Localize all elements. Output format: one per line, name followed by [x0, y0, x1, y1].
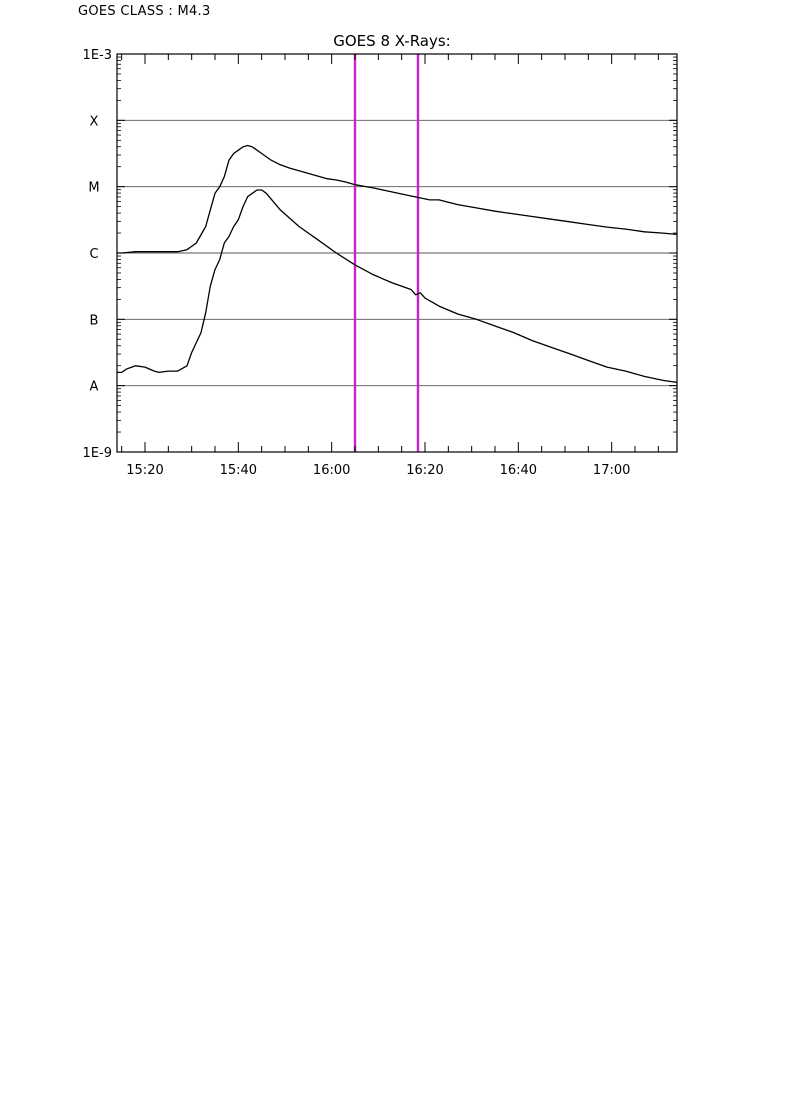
- y-axis-ticks: 1E-3 X M C B A 1E-9: [83, 48, 677, 461]
- x-tick-label: 15:40: [220, 463, 257, 478]
- x-tick-label: 16:40: [500, 463, 537, 478]
- goes-class-label: GOES CLASS : M4.3: [78, 4, 211, 19]
- chart-title: GOES 8 X-Rays:: [333, 32, 450, 50]
- y-tick-label: X: [90, 114, 99, 129]
- x-tick-label: 16:00: [313, 463, 350, 478]
- y-tick-label: M: [88, 181, 99, 196]
- flux-line-lower: [117, 189, 678, 384]
- y-tick-label: A: [90, 380, 99, 395]
- x-tick-label: 16:20: [406, 463, 443, 478]
- flux-series: [117, 144, 678, 384]
- x-axis-ticks: 15:20 15:40 16:00 16:20 16:40 17:00: [121, 54, 659, 478]
- y-tick-label: 1E-9: [83, 446, 112, 461]
- time-markers: [353, 54, 420, 452]
- x-tick-label: 15:20: [126, 463, 163, 478]
- x-tick-label: 17:00: [593, 463, 630, 478]
- class-gridlines: [117, 119, 677, 387]
- y-tick-label: 1E-3: [83, 48, 112, 63]
- y-tick-label: C: [89, 247, 98, 262]
- y-tick-label: B: [90, 313, 99, 328]
- flux-line-upper: [117, 144, 678, 254]
